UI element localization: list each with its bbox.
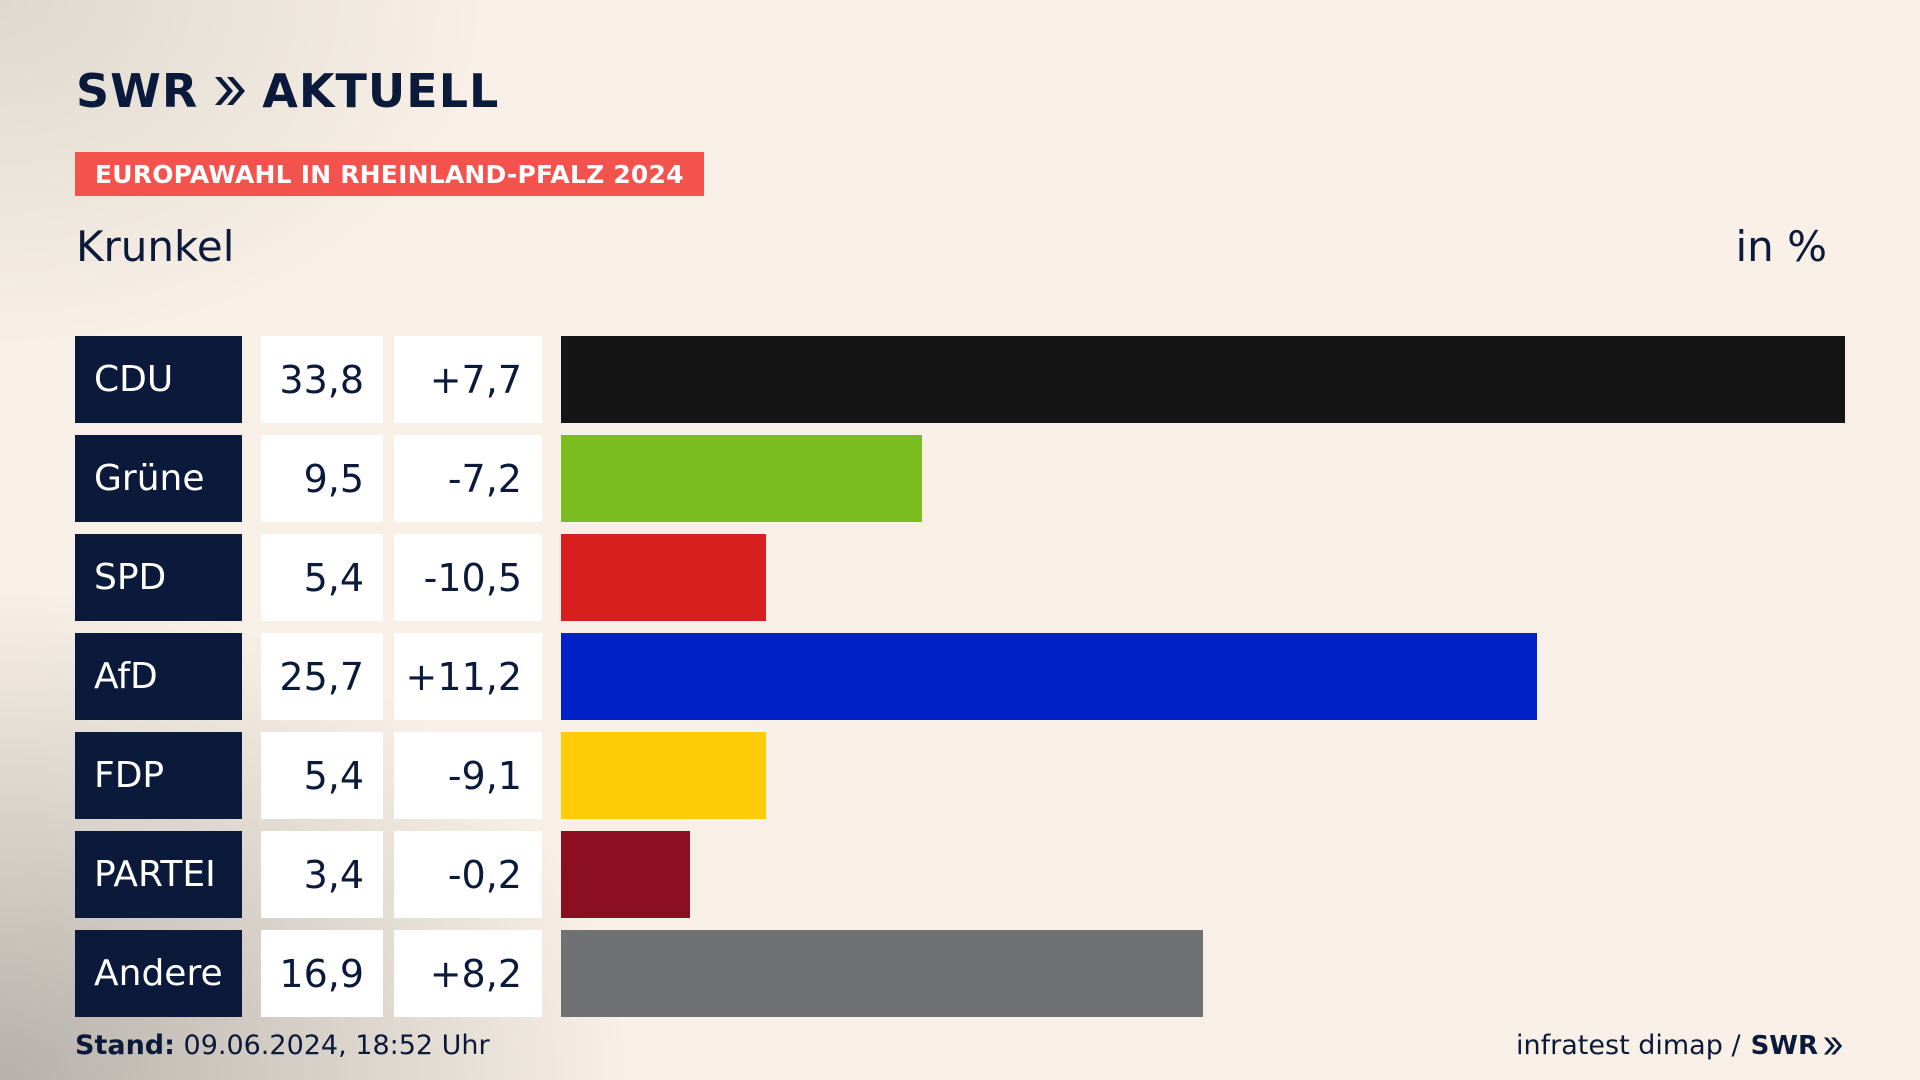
diff-label: +8,2 [394,930,542,1017]
bar [561,435,922,522]
logo-aktuell-text: AKTUELL [262,64,500,118]
party-label: AfD [75,633,242,720]
party-label: Andere [75,930,242,1017]
value-label: 3,4 [261,831,383,918]
diff-label: +7,7 [394,336,542,423]
diff-label: -0,2 [394,831,542,918]
double-chevron-small-icon [1823,1036,1843,1055]
bar [561,534,766,621]
diff-label: -10,5 [394,534,542,621]
stand-value: 09.06.2024, 18:52 Uhr [183,1030,490,1061]
swr-mini-text: SWR [1750,1030,1818,1061]
party-label: SPD [75,534,242,621]
place-title: Krunkel [76,222,235,271]
bar [561,732,766,819]
party-label: PARTEI [75,831,242,918]
bar [561,336,1845,423]
swr-mini-logo: SWR [1751,1031,1844,1061]
swr-aktuell-logo: SWR AKTUELL [76,68,499,114]
double-chevron-icon [212,73,248,109]
source-text: infratest dimap / [1516,1030,1741,1061]
value-label: 5,4 [261,534,383,621]
value-label: 9,5 [261,435,383,522]
bar [561,633,1537,720]
value-label: 33,8 [261,336,383,423]
diff-label: +11,2 [394,633,542,720]
party-label: CDU [75,336,242,423]
bar [561,930,1203,1017]
election-badge: EUROPAWAHL IN RHEINLAND-PFALZ 2024 [75,152,704,196]
party-label: FDP [75,732,242,819]
logo-swr-text: SWR [76,64,199,118]
value-label: 25,7 [261,633,383,720]
diff-label: -9,1 [394,732,542,819]
source-credit: infratest dimap / SWR [1516,1030,1844,1061]
diff-label: -7,2 [394,435,542,522]
stand-label: Stand: [75,1030,175,1061]
party-label: Grüne [75,435,242,522]
value-label: 16,9 [261,930,383,1017]
unit-label: in % [1735,222,1827,271]
timestamp: Stand: 09.06.2024, 18:52 Uhr [75,1030,490,1061]
bar [561,831,690,918]
value-label: 5,4 [261,732,383,819]
